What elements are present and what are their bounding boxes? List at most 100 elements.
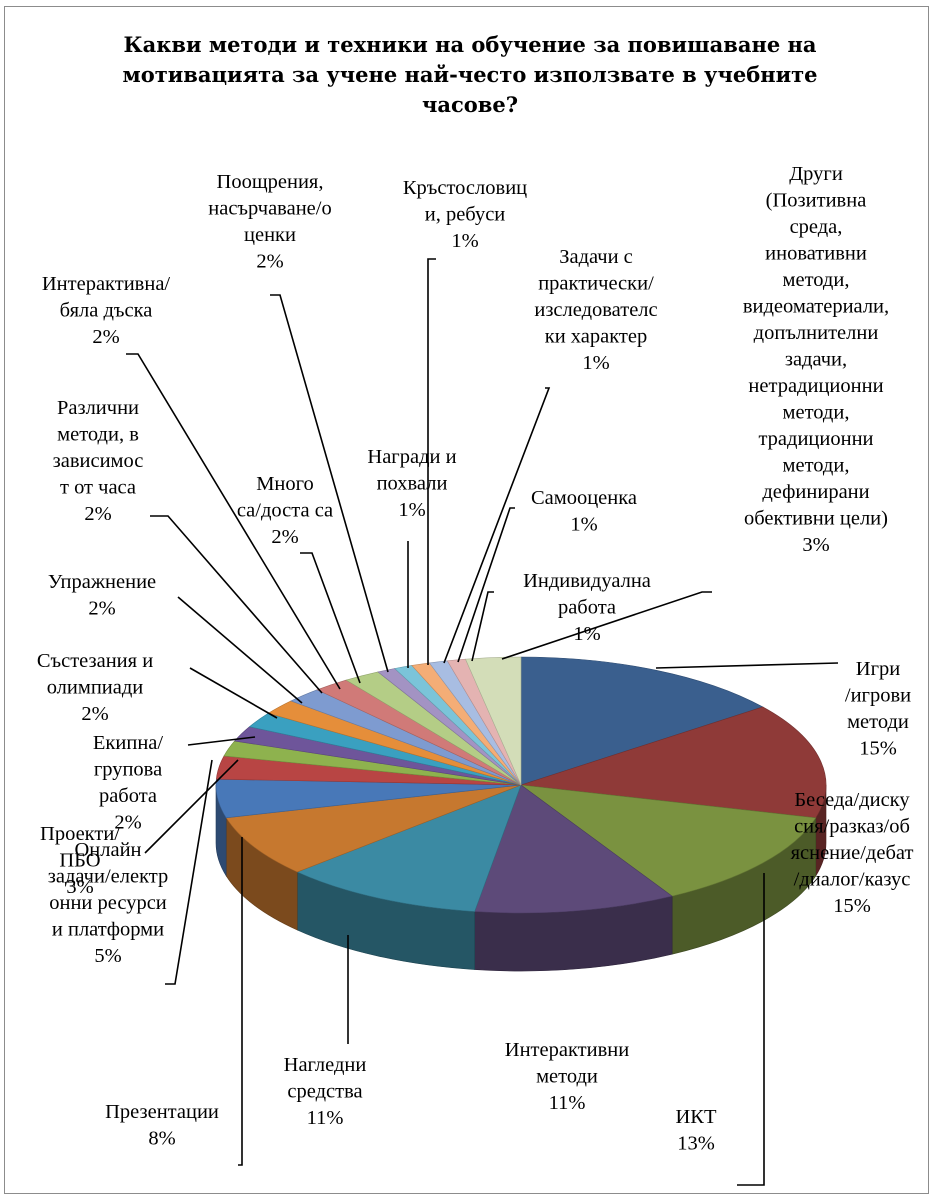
slice-label-line: Състезания и	[37, 650, 153, 672]
slice-label-line: Поощрения,	[217, 171, 324, 193]
slice-label-line: методи,	[783, 402, 850, 424]
slice-label-line: и платформи	[52, 919, 164, 941]
slice-label-4: Интерактивни методи 11%	[505, 1039, 629, 1114]
slice-label-line: ПБО	[59, 850, 100, 872]
slice-label-line: работа	[99, 785, 157, 807]
slice-label-line: т от часа	[60, 477, 136, 499]
leader-line-7	[165, 759, 213, 985]
slice-label-line: 2%	[256, 251, 283, 273]
slice-label-line: Индивидуална	[523, 570, 651, 592]
slice-label-line: ИКТ	[676, 1106, 717, 1128]
slice-label-line: Игри	[856, 658, 900, 680]
slice-label-line: 2%	[114, 812, 141, 834]
slice-label-12: Различни методи, в зависимос т от часа 2%	[53, 397, 144, 525]
slice-label-line: практически/	[538, 273, 654, 295]
slice-label-line: (Позитивна	[766, 190, 867, 212]
slice-label-line: работа	[558, 597, 616, 619]
slice-label-line: ценки	[244, 224, 296, 246]
slice-label-line: Онлайн	[74, 839, 141, 861]
slice-label-13: Много са/доста са 2%	[237, 473, 333, 548]
slice-label-line: 5%	[94, 945, 121, 967]
slice-label-line: 3%	[802, 534, 829, 556]
leader-line-8	[144, 759, 239, 854]
slice-label-21: Други (Позитивна среда, иновативни методи, ви…	[743, 163, 889, 556]
slice-label-line: Различни	[57, 397, 139, 419]
slice-label-line: методи,	[783, 269, 850, 291]
slice-label-20: Индивидуална работа 1%	[523, 570, 651, 645]
slice-label-18: Задачи с практически/изследователс ки хара…	[534, 246, 657, 374]
slice-label-line: 15%	[833, 895, 871, 917]
slice-label-5: Нагледни средства 11%	[284, 1054, 367, 1129]
slice-label-line: дефинирани	[762, 481, 869, 503]
slice-label-2: Беседа/диску сия/разказ/об яснение/дебат/д…	[791, 789, 914, 917]
slice-label-16: Награди и похвали 1%	[367, 446, 456, 521]
slice-label-line: средства	[287, 1081, 362, 1103]
slice-label-line: изследователс	[534, 299, 657, 321]
slice-label-line: методи	[847, 711, 909, 733]
leader-line-6	[238, 837, 243, 1166]
slice-label-line: видеоматериали,	[743, 296, 889, 318]
leader-line-1	[655, 662, 839, 669]
leader-line-3	[737, 873, 765, 1186]
slice-label-7: Онлайн задачи/електр онни ресурси и платфор…	[48, 839, 168, 967]
leader-line-10	[189, 667, 278, 719]
slice-label-line: насърчаване/о	[208, 198, 331, 220]
slice-label-line: Кръстословиц	[403, 177, 527, 199]
slice-label-15: Поощрения, насърчаване/о ценки 2%	[208, 171, 331, 273]
slice-label-line: бяла дъска	[60, 300, 153, 322]
slice-label-line: иновативни	[765, 243, 867, 265]
slice-label-9: Екипна/групова работа 2%	[93, 732, 163, 834]
leader-line-11	[177, 596, 303, 704]
slice-label-line: яснение/дебат	[791, 842, 914, 864]
slice-label-line: методи	[536, 1066, 598, 1088]
pie-slice-6	[225, 784, 522, 873]
slice-label-11: Упражнение 2%	[48, 571, 156, 620]
leader-line-21	[501, 591, 712, 660]
pie-slice-1	[520, 656, 764, 786]
slice-label-line: Интерактивна/	[42, 273, 171, 295]
slice-label-line: /диалог/казус	[794, 869, 911, 891]
slice-label-19: Самооценка 1%	[531, 487, 637, 536]
leader-line-12	[150, 515, 323, 694]
slice-label-line: похвали	[377, 473, 448, 495]
slice-label-line: 1%	[451, 230, 478, 252]
slice-label-line: 2%	[84, 503, 111, 525]
slice-label-line: Задачи с	[559, 246, 633, 268]
leader-line-14	[126, 353, 341, 690]
leader-line-20	[471, 591, 494, 662]
slice-label-line: 1%	[582, 352, 609, 374]
slice-label-line: групова	[94, 759, 162, 781]
chart-title: Какви методи и техники на обучение за по…	[122, 32, 818, 117]
slice-label-line: 11%	[307, 1107, 344, 1129]
slice-label-line: Упражнение	[48, 571, 156, 593]
pie-top-faces	[215, 656, 827, 914]
slice-label-line: методи,	[783, 455, 850, 477]
pie-slice-2	[520, 706, 827, 819]
slice-label-line: обективни цели)	[744, 508, 888, 530]
slice-label-line: онни ресурси	[49, 892, 167, 914]
slice-label-17: Кръстословиц и, ребуси 1%	[403, 177, 527, 252]
slice-label-line: 1%	[398, 499, 425, 521]
slice-label-line: Нагледни	[284, 1054, 367, 1076]
slice-label-line: традиционни	[758, 428, 873, 450]
leader-line-15	[270, 294, 389, 673]
slice-label-line: и, ребуси	[425, 204, 506, 226]
slice-label-8: Проекти/ПБО 3%	[40, 823, 120, 898]
slice-label-line: задачи,	[785, 349, 847, 371]
slice-label-line: 2%	[81, 703, 108, 725]
leader-line-13	[300, 552, 361, 684]
slice-label-line: Награди и	[367, 446, 456, 468]
slice-label-line: 8%	[148, 1128, 175, 1150]
leader-line-9	[187, 736, 256, 746]
slice-label-line: /игрови	[845, 685, 911, 707]
slice-label-line: Екипна/	[93, 732, 163, 754]
slice-label-line: 11%	[549, 1092, 586, 1114]
slice-label-line: 13%	[677, 1133, 715, 1155]
pie-slice-4	[474, 784, 673, 914]
slice-label-line: среда,	[790, 216, 843, 238]
slice-label-line: Интерактивни	[505, 1039, 629, 1061]
slice-label-line: допълнителни	[754, 322, 879, 344]
slice-label-line: Презентации	[105, 1101, 219, 1123]
slice-label-3: ИКТ 13%	[676, 1106, 717, 1155]
